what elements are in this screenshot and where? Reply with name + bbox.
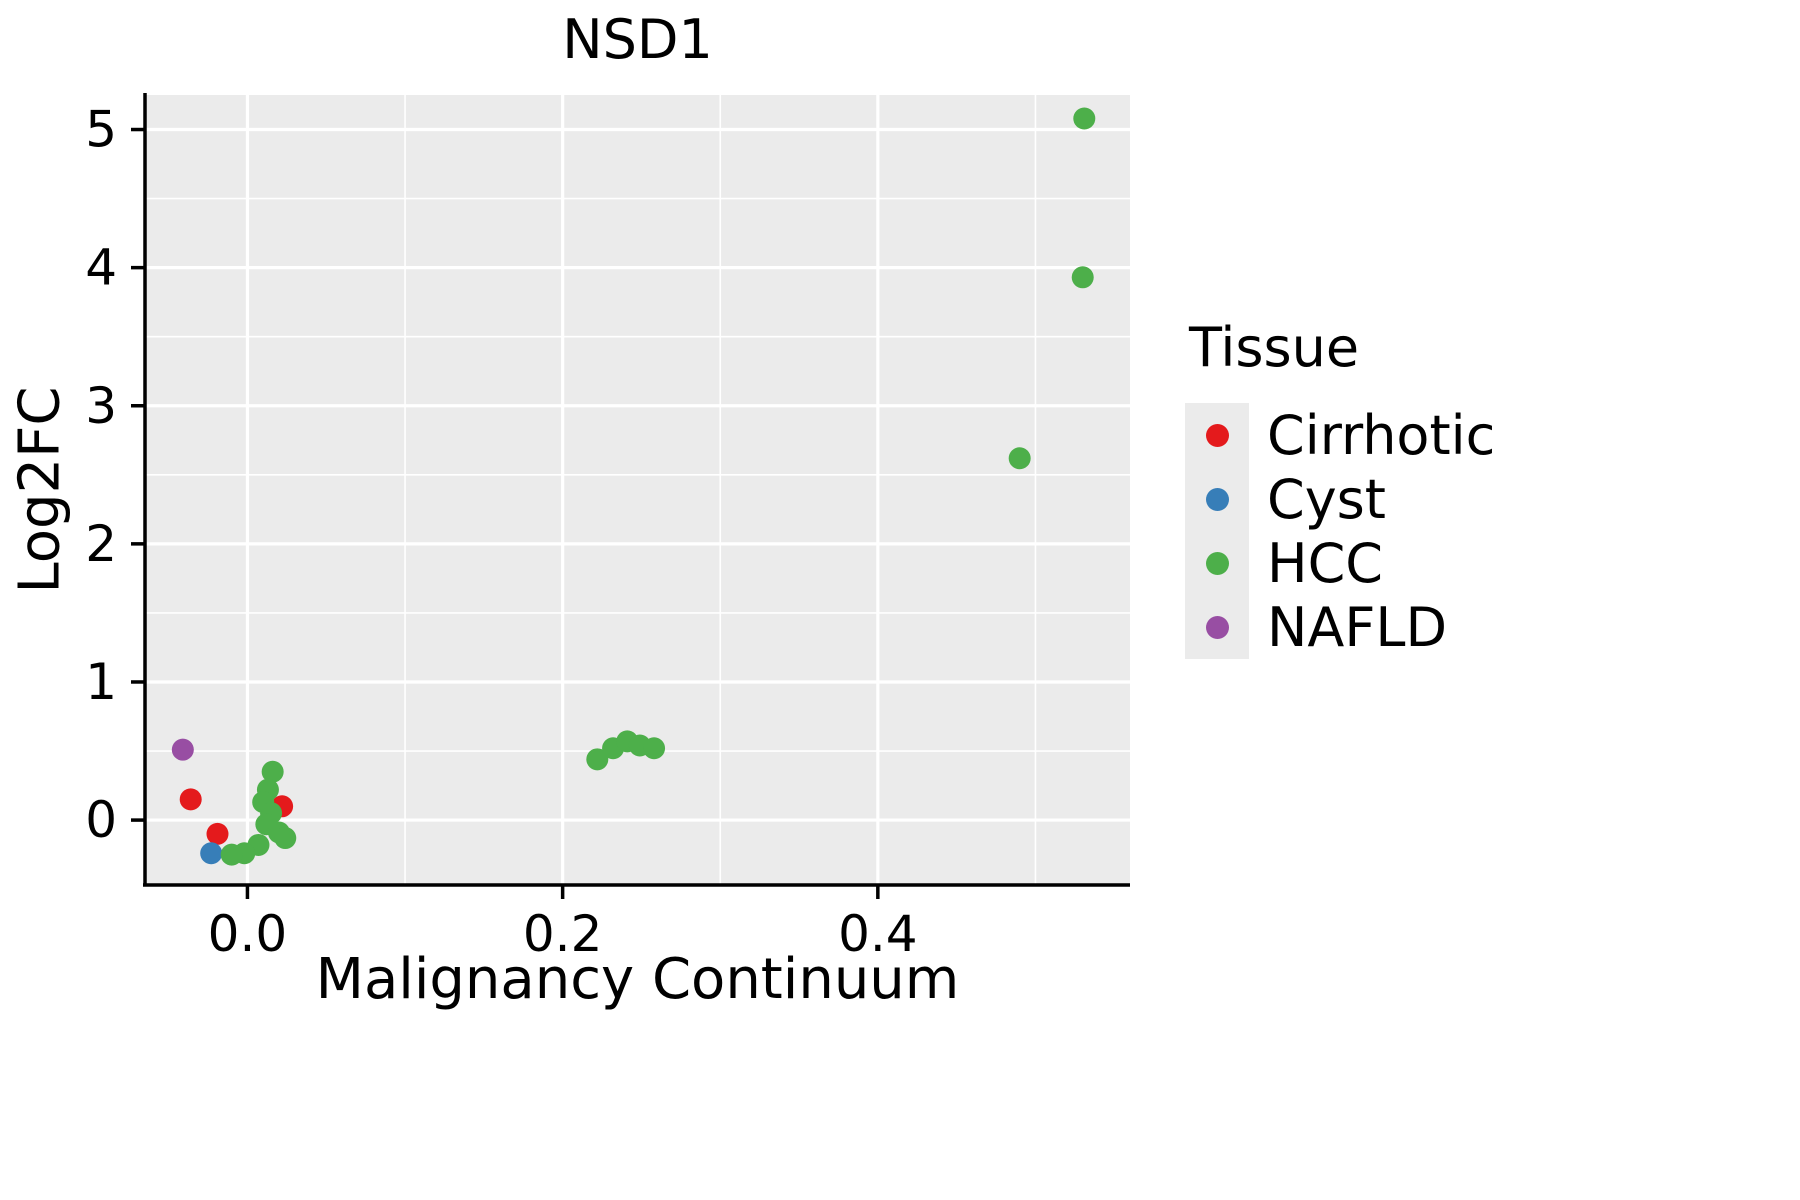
legend: Tissue Cirrhotic Cyst HCC <box>1185 316 1495 659</box>
legend-dot-icon <box>1205 423 1229 447</box>
point-cirrhotic <box>206 822 229 845</box>
legend-item-cyst: Cyst <box>1185 467 1495 531</box>
x-tick-label: 0.4 <box>838 905 918 963</box>
y-tick-label: 1 <box>85 653 117 711</box>
point-hcc <box>643 737 666 760</box>
legend-label: Cirrhotic <box>1267 403 1496 467</box>
point-cyst <box>200 842 223 865</box>
y-tick-label: 5 <box>85 101 117 159</box>
plot-panel <box>145 95 1130 885</box>
legend-item-cirrhotic: Cirrhotic <box>1185 403 1495 467</box>
legend-dot-icon <box>1205 551 1229 575</box>
legend-key <box>1185 403 1249 467</box>
y-tick-label: 3 <box>85 377 117 435</box>
legend-label: Cyst <box>1267 467 1386 531</box>
legend-key <box>1185 467 1249 531</box>
legend-label: NAFLD <box>1267 595 1448 659</box>
point-hcc <box>1071 266 1094 289</box>
legend-key <box>1185 595 1249 659</box>
point-hcc <box>586 748 609 771</box>
legend-item-nafld: NAFLD <box>1185 595 1495 659</box>
legend-dot-icon <box>1205 615 1229 639</box>
y-axis-label: Log2FC <box>7 386 73 594</box>
legend-title: Tissue <box>1189 316 1360 379</box>
point-nafld <box>171 738 194 761</box>
legend-key <box>1185 531 1249 595</box>
point-hcc <box>1008 447 1031 470</box>
y-tick-label: 2 <box>85 515 117 573</box>
y-tick-label: 4 <box>85 239 117 297</box>
legend-items: Cirrhotic Cyst HCC NAFLD <box>1185 403 1495 659</box>
point-hcc <box>1073 107 1096 130</box>
point-hcc <box>274 827 297 850</box>
chart-title: NSD1 <box>562 8 713 71</box>
legend-item-hcc: HCC <box>1185 531 1495 595</box>
point-hcc <box>220 843 243 866</box>
legend-label: HCC <box>1267 531 1384 595</box>
legend-dot-icon <box>1205 487 1229 511</box>
x-axis-label: Malignancy Continuum <box>315 947 960 1012</box>
x-tick-label: 0.0 <box>208 905 288 963</box>
point-hcc <box>261 760 284 783</box>
point-cirrhotic <box>179 788 202 811</box>
x-tick-label: 0.2 <box>523 905 603 963</box>
y-tick-label: 0 <box>85 791 117 849</box>
